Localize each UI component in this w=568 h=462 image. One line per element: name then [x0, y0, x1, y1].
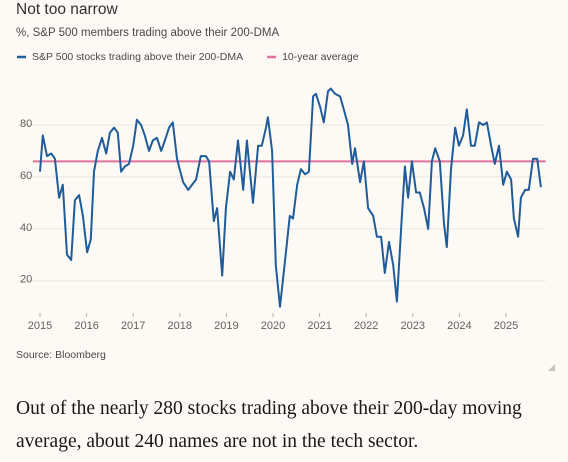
- x-tick-label: 2021: [307, 320, 331, 332]
- chart-title: Not too narrow: [16, 1, 118, 18]
- x-tick-label: 2016: [74, 320, 98, 332]
- y-tick-label: 60: [20, 170, 32, 182]
- caption: Out of the nearly 280 stocks trading abo…: [16, 398, 522, 452]
- data-line: [39, 87, 542, 308]
- chart: Not too narrow %, S&P 500 members tradin…: [16, 1, 555, 371]
- x-tick-label: 2023: [401, 320, 425, 332]
- x-tick-label: 2017: [121, 320, 145, 332]
- x-tick-label: 2018: [168, 320, 192, 332]
- y-tick-label: 80: [20, 118, 32, 130]
- x-tick-label: 2015: [28, 320, 52, 332]
- resize-handle: [548, 364, 555, 371]
- source-note: Source: Bloomberg: [16, 349, 106, 361]
- x-tick-label: 2019: [214, 320, 238, 332]
- chart-subtitle: %, S&P 500 members trading above their 2…: [16, 27, 279, 39]
- legend-label: S&P 500 stocks trading above their 200-D…: [32, 51, 243, 63]
- x-tick-label: 2020: [261, 320, 285, 332]
- y-tick-label: 20: [20, 274, 32, 286]
- y-tick-label: 40: [20, 222, 32, 234]
- x-tick-label: 2022: [354, 320, 378, 332]
- legend-label: 10-year average: [282, 51, 359, 63]
- x-tick-label: 2025: [494, 320, 518, 332]
- x-tick-label: 2024: [447, 320, 471, 332]
